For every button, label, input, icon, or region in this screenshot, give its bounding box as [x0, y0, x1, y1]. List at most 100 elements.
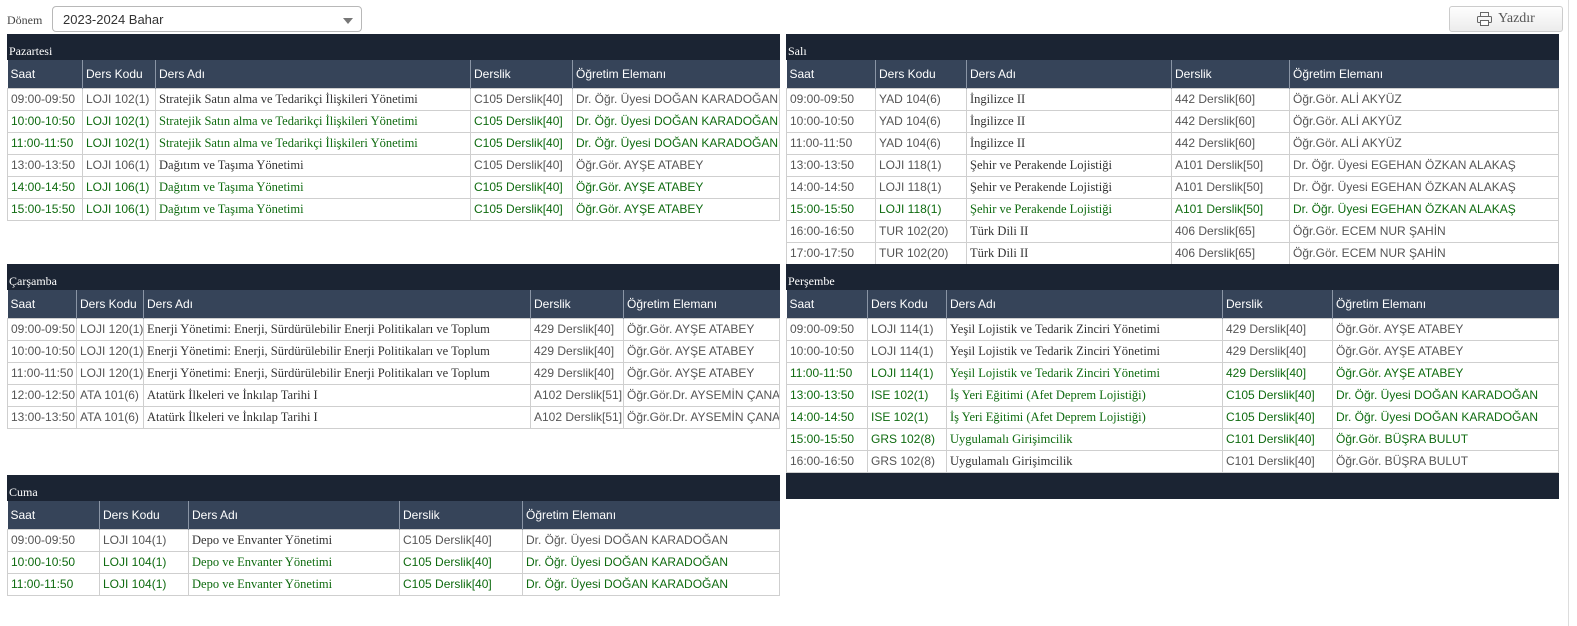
cell-ders-adi: Yeşil Lojistik ve Tedarik Zinciri Yöneti… — [946, 317, 1223, 341]
cell-ders-kodu: LOJI 118(1) — [875, 153, 967, 177]
col-ders-adi: Ders Adı — [143, 290, 531, 318]
cell-ders-kodu: LOJI 120(1) — [76, 317, 144, 341]
cell-saat: 13:00-13:50 — [7, 153, 83, 177]
cell-derslik: A101 Derslik[50] — [1171, 197, 1290, 221]
col-ogretim-elemani: Öğretim Elemanı — [1332, 290, 1559, 318]
cell-ogretim-elemani: Öğr.Gör. AYŞE ATABEY — [1332, 317, 1559, 341]
day-panel-carsamba: Çarşamba Saat Ders Kodu Ders Adı Derslik… — [7, 264, 780, 429]
cell-ogretim-elemani: Dr. Öğr. Üyesi DOĞAN KARADOĞAN — [572, 109, 780, 133]
cell-ders-kodu: LOJI 120(1) — [76, 339, 144, 363]
col-ders-kodu: Ders Kodu — [76, 290, 144, 318]
cell-ogretim-elemani: Öğr.Gör. ECEM NUR ŞAHİN — [1289, 241, 1559, 265]
cell-ders-kodu: LOJI 114(1) — [867, 361, 947, 385]
donem-select[interactable]: 2023-2024 Bahar — [52, 6, 362, 32]
cell-ogretim-elemani: Öğr.Gör. ALİ AKYÜZ — [1289, 109, 1559, 133]
table-row: 15:00-15:50 LOJI 118(1) Şehir ve Perakende… — [786, 197, 1559, 221]
cell-derslik: C105 Derslik[40] — [470, 109, 573, 133]
table-row: 09:00-09:50 LOJI 120(1) Enerji Yönetimi: E… — [7, 317, 780, 341]
cell-ogretim-elemani: Öğr.Gör. BÜŞRA BULUT — [1332, 427, 1559, 451]
col-saat: Saat — [7, 501, 100, 529]
cell-saat: 16:00-16:50 — [786, 449, 868, 473]
cell-ogretim-elemani: Öğr.Gör. AYŞE ATABEY — [623, 361, 780, 385]
cell-ders-adi: Depo ve Envanter Yönetimi — [188, 528, 400, 552]
cell-ogretim-elemani: Öğr.Gör. BÜŞRA BULUT — [1332, 449, 1559, 473]
cell-ders-adi: Stratejik Satın alma ve Tedarikçi İlişki… — [155, 131, 471, 155]
cell-derslik: C101 Derslik[40] — [1222, 449, 1333, 473]
cell-ders-adi: Stratejik Satın alma ve Tedarikçi İlişki… — [155, 87, 471, 111]
day-title: Perşembe — [786, 264, 1559, 290]
cell-ders-adi: Enerji Yönetimi: Enerji, Sürdürülebilir … — [143, 339, 531, 363]
cell-derslik: C105 Derslik[40] — [470, 87, 573, 111]
cell-ders-adi: Uygulamalı Girişimcilik — [946, 427, 1223, 451]
cell-ders-kodu: GRS 102(8) — [867, 427, 947, 451]
cell-saat: 13:00-13:50 — [7, 405, 77, 429]
schedule-table: Saat Ders Kodu Ders Adı Derslik Öğretim … — [786, 60, 1559, 265]
cell-ders-adi: Şehir ve Perakende Lojistiği — [966, 175, 1172, 199]
cell-ders-kodu: ISE 102(1) — [867, 383, 947, 407]
cell-derslik: 429 Derslik[40] — [530, 361, 624, 385]
cell-ders-kodu: ATA 101(6) — [76, 405, 144, 429]
cell-saat: 09:00-09:50 — [786, 317, 868, 341]
table-row: 10:00-10:50 LOJI 102(1) Stratejik Satın al… — [7, 109, 780, 133]
cell-saat: 11:00-11:50 — [7, 361, 77, 385]
cell-ders-kodu: LOJI 120(1) — [76, 361, 144, 385]
table-header-row: Saat Ders Kodu Ders Adı Derslik Öğretim … — [7, 60, 780, 88]
cell-ders-kodu: LOJI 106(1) — [82, 153, 156, 177]
day-title: Pazartesi — [7, 34, 780, 60]
table-row: 09:00-09:50 LOJI 114(1) Yeşil Lojistik ve … — [786, 317, 1559, 341]
schedule-table: Saat Ders Kodu Ders Adı Derslik Öğretim … — [7, 501, 780, 596]
col-saat: Saat — [7, 60, 83, 88]
cell-derslik: C105 Derslik[40] — [470, 197, 573, 221]
cell-derslik: C105 Derslik[40] — [1222, 405, 1333, 429]
cell-ders-adi: Enerji Yönetimi: Enerji, Sürdürülebilir … — [143, 317, 531, 341]
cell-ogretim-elemani: Dr. Öğr. Üyesi DOĞAN KARADOĞAN — [572, 131, 780, 155]
cell-ogretim-elemani: Öğr.Gör. AYŞE ATABEY — [623, 339, 780, 363]
table-row: 11:00-11:50 LOJI 104(1) Depo ve Envanter Y… — [7, 572, 780, 596]
col-ders-kodu: Ders Kodu — [867, 290, 947, 318]
day-panel-persembe: Perşembe Saat Ders Kodu Ders Adı Derslik… — [786, 264, 1559, 503]
cell-saat: 10:00-10:50 — [786, 339, 868, 363]
cell-saat: 10:00-10:50 — [7, 550, 100, 574]
col-ders-kodu: Ders Kodu — [875, 60, 967, 88]
cell-derslik: 406 Derslik[65] — [1171, 241, 1290, 265]
cell-saat: 11:00-11:50 — [786, 131, 876, 155]
cell-ogretim-elemani: Öğr.Gör. AYŞE ATABEY — [623, 317, 780, 341]
cell-ogretim-elemani: Öğr.Gör.Dr. AYSEMİN ÇANAK — [623, 383, 780, 407]
table-row: 14:00-14:50 LOJI 106(1) Dağıtım ve Taşıma … — [7, 175, 780, 199]
cell-ogretim-elemani: Dr. Öğr. Üyesi EGEHAN ÖZKAN ALAKAŞ — [1289, 197, 1559, 221]
cell-ders-kodu: LOJI 102(1) — [82, 109, 156, 133]
cell-saat: 11:00-11:50 — [7, 572, 100, 596]
table-row: 09:00-09:50 LOJI 104(1) Depo ve Envanter Y… — [7, 528, 780, 552]
cell-ders-adi: İş Yeri Eğitimi (Afet Deprem Lojistiği) — [946, 405, 1223, 429]
cell-saat: 11:00-11:50 — [7, 131, 83, 155]
day-title: Çarşamba — [7, 264, 780, 290]
cell-ogretim-elemani: Dr. Öğr. Üyesi DOĞAN KARADOĞAN — [522, 550, 780, 574]
cell-ogretim-elemani: Dr. Öğr. Üyesi DOĞAN KARADOĞAN — [1332, 405, 1559, 429]
cell-ogretim-elemani: Dr. Öğr. Üyesi DOĞAN KARADOĞAN — [522, 572, 780, 596]
cell-saat: 10:00-10:50 — [786, 109, 876, 133]
cell-ders-adi: Yeşil Lojistik ve Tedarik Zinciri Yöneti… — [946, 339, 1223, 363]
cell-saat: 12:00-12:50 — [7, 383, 77, 407]
table-header-row: Saat Ders Kodu Ders Adı Derslik Öğretim … — [786, 290, 1559, 318]
cell-derslik: C105 Derslik[40] — [399, 572, 523, 596]
cell-ders-kodu: TUR 102(20) — [875, 241, 967, 265]
cell-saat: 13:00-13:50 — [786, 383, 868, 407]
table-header-row: Saat Ders Kodu Ders Adı Derslik Öğretim … — [7, 290, 780, 318]
cell-derslik: C105 Derslik[40] — [1222, 383, 1333, 407]
table-row: 13:00-13:50 ATA 101(6) Atatürk İlkeleri ve… — [7, 405, 780, 429]
cell-derslik: 442 Derslik[60] — [1171, 131, 1290, 155]
col-ders-adi: Ders Adı — [155, 60, 471, 88]
cell-saat: 09:00-09:50 — [786, 87, 876, 111]
cell-ders-kodu: LOJI 104(1) — [99, 528, 189, 552]
cell-ders-adi: Dağıtım ve Taşıma Yönetimi — [155, 153, 471, 177]
col-ders-adi: Ders Adı — [188, 501, 400, 529]
table-row: 09:00-09:50 YAD 104(6) İngilizce II 442 Der… — [786, 87, 1559, 111]
cell-ogretim-elemani: Öğr.Gör. AYŞE ATABEY — [1332, 361, 1559, 385]
cell-ders-kodu: TUR 102(20) — [875, 219, 967, 243]
print-button[interactable]: Yazdır — [1449, 6, 1563, 32]
cell-saat: 14:00-14:50 — [7, 175, 83, 199]
cell-ders-adi: Depo ve Envanter Yönetimi — [188, 550, 400, 574]
col-derslik: Derslik — [399, 501, 523, 529]
cell-saat: 09:00-09:50 — [7, 528, 100, 552]
col-ders-adi: Ders Adı — [946, 290, 1223, 318]
